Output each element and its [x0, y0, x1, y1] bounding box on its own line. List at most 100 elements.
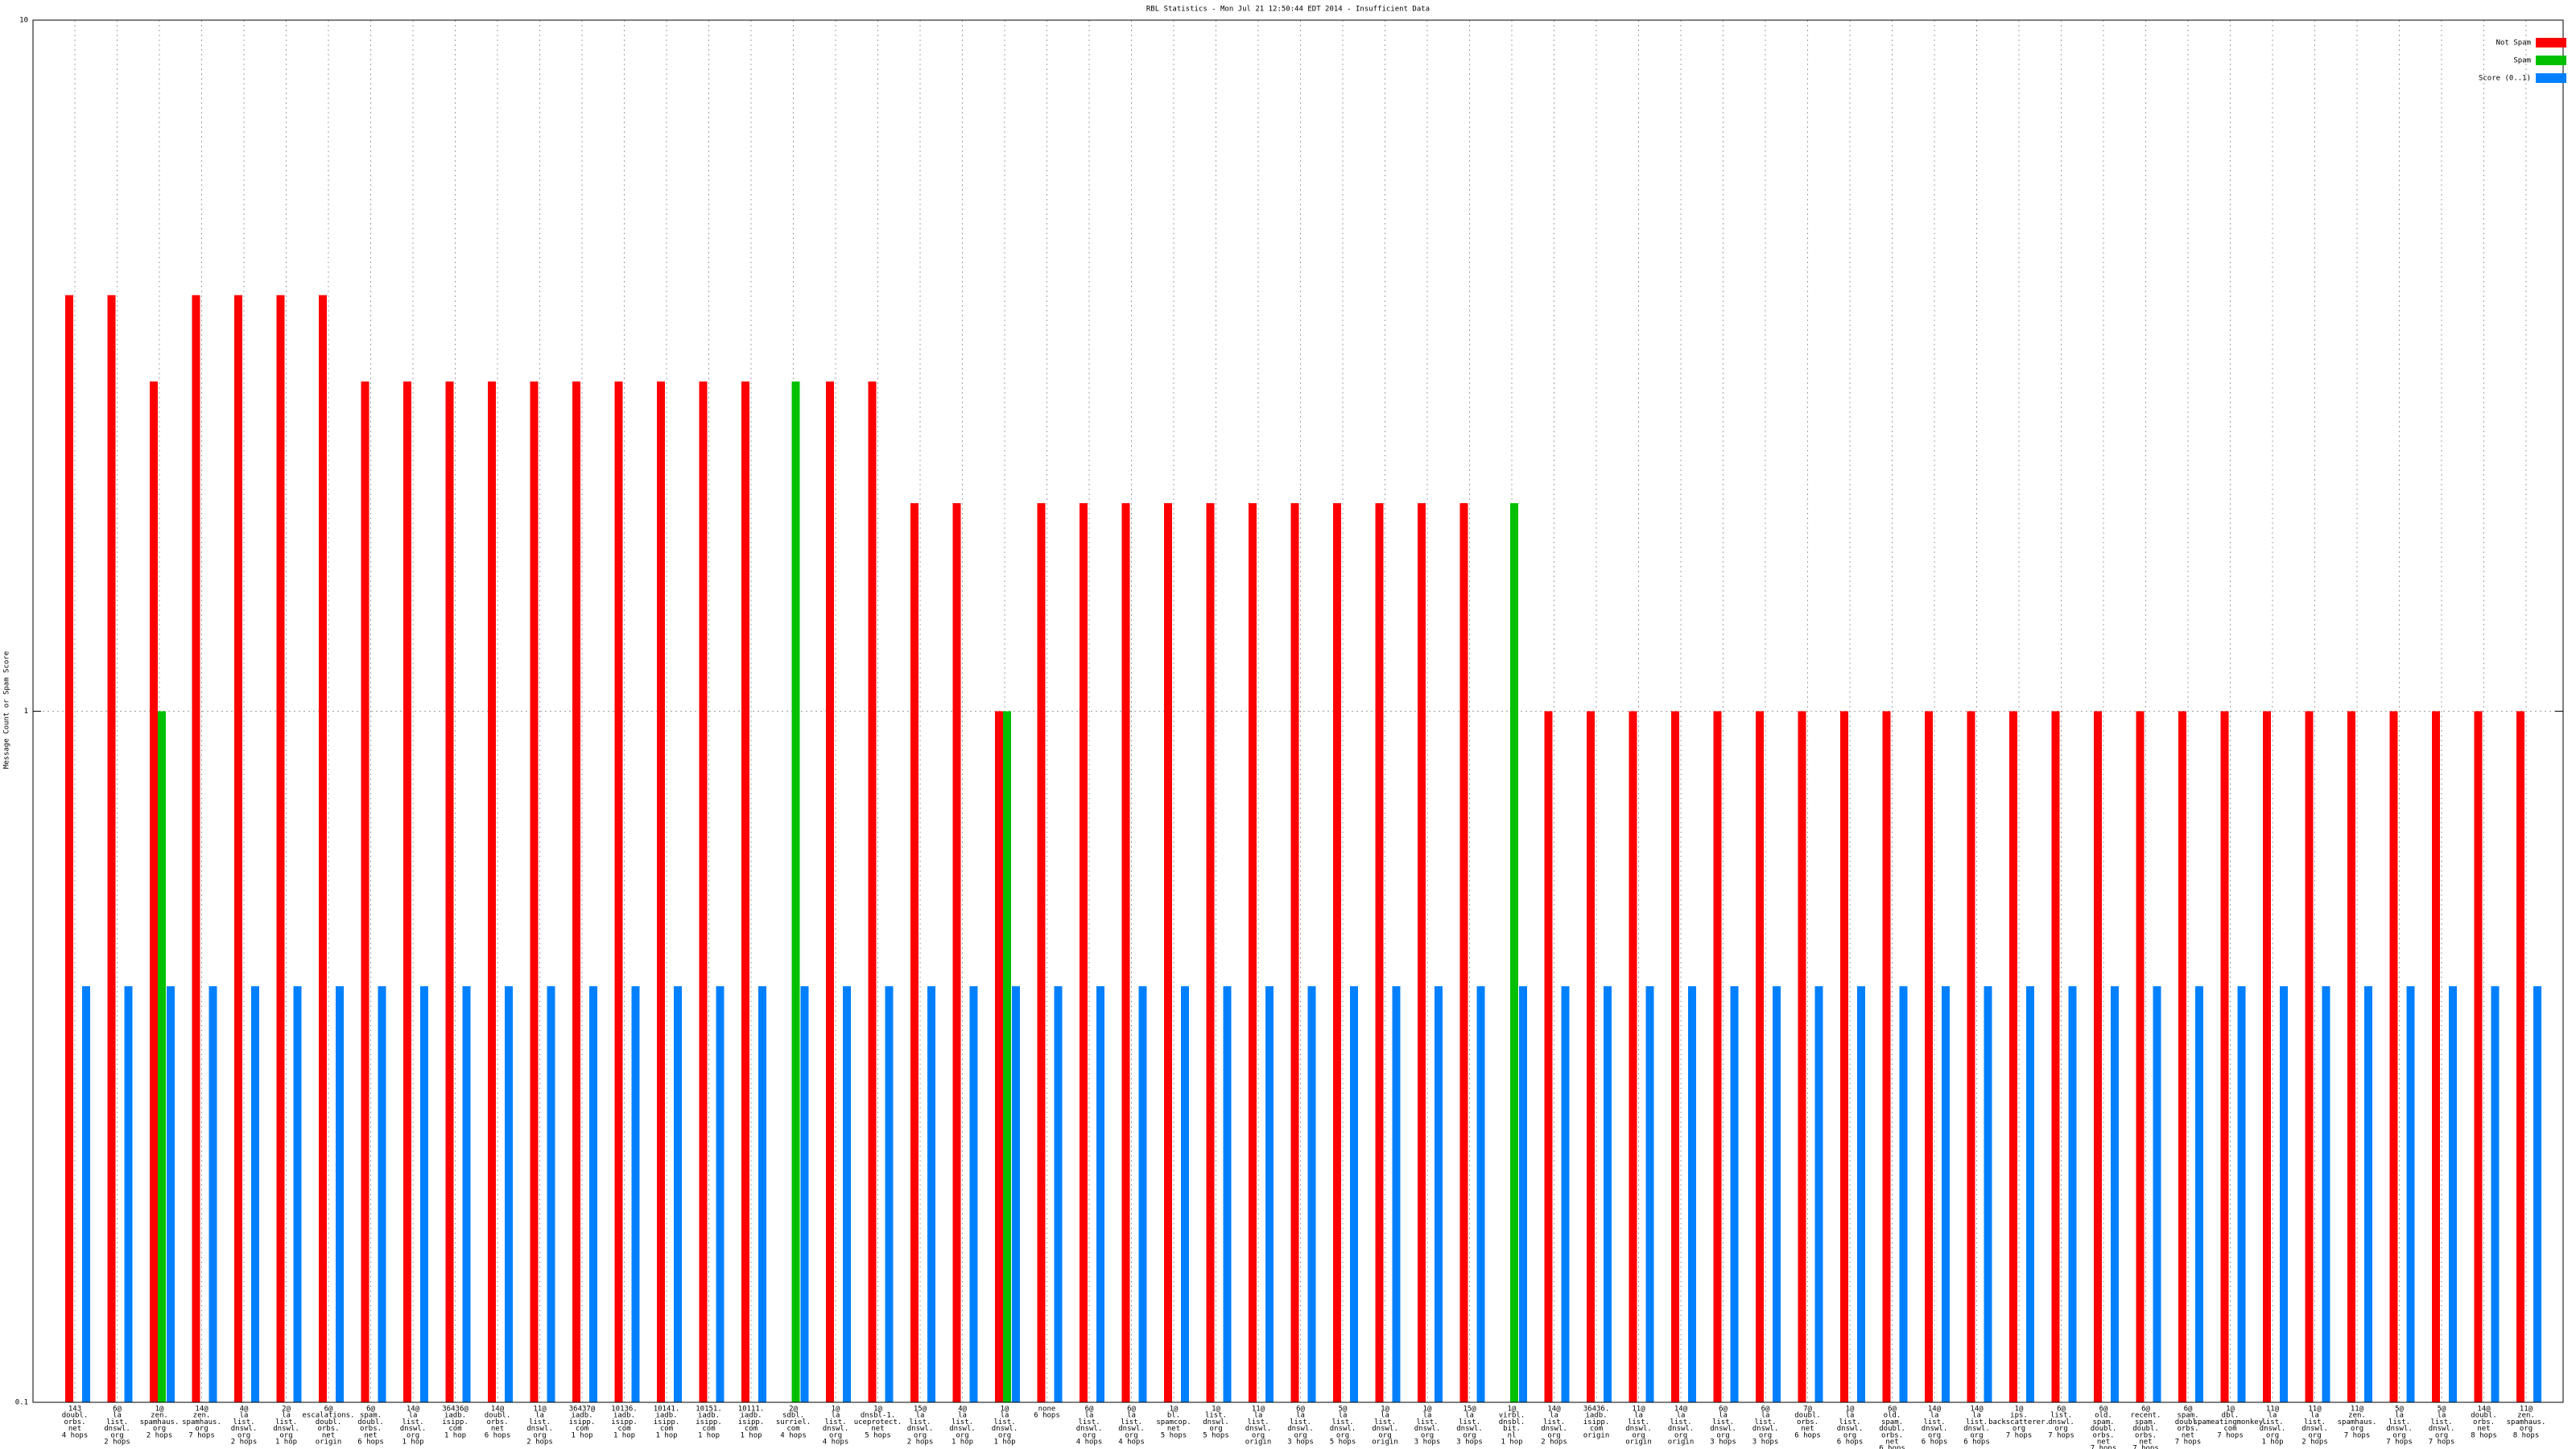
bar	[657, 381, 665, 1403]
x-tick-label: 6@	[1127, 1406, 1136, 1414]
x-tick-label: org	[2308, 1431, 2321, 1439]
x-tick-label: 6@	[2057, 1406, 2066, 1414]
x-tick-label: 1@	[1212, 1406, 1220, 1414]
x-tick-label: 36436.	[1583, 1406, 1610, 1414]
x-tick-label: 1@	[1846, 1406, 1855, 1414]
x-tick-label: orbs.	[2135, 1431, 2157, 1439]
x-tick-label: dnswl.	[907, 1425, 934, 1433]
x-tick-label: com	[2223, 1425, 2236, 1433]
x-tick-label: dnswl.	[1118, 1425, 1145, 1433]
x-tick-label: la	[2268, 1412, 2277, 1420]
x-tick-label: doubl.	[1794, 1412, 1821, 1420]
bar	[2111, 986, 2119, 1402]
bar	[1899, 986, 1908, 1402]
x-tick-label: la	[1381, 1412, 1389, 1420]
x-tick-label: 7 hops	[188, 1431, 215, 1439]
x-tick-label: dnswl.	[1287, 1425, 1314, 1433]
bar	[1629, 711, 1637, 1402]
x-tick-label: iadb.	[571, 1412, 592, 1420]
x-tick-label: 11@	[1252, 1406, 1265, 1414]
x-tick-label: 4 hops	[1118, 1439, 1145, 1447]
x-tick-label: dnswl.	[1837, 1425, 1864, 1433]
x-tick-label: org	[2013, 1425, 2025, 1433]
plot-frame	[32, 19, 2564, 1403]
bar	[293, 986, 302, 1402]
x-tick-label: dnswl.	[2429, 1425, 2455, 1433]
x-tick-label: dnswl.	[1456, 1425, 1483, 1433]
x-tick-label: org	[1294, 1431, 1307, 1439]
x-tick-label: doubl.	[1879, 1425, 1905, 1433]
bar	[158, 711, 166, 1402]
bar	[2389, 711, 2398, 1402]
x-tick-label: la	[1254, 1412, 1263, 1420]
x-tick-label: 14@	[2477, 1406, 2491, 1414]
x-tick-label: la	[1001, 1412, 1009, 1420]
x-tick-label: la	[1677, 1412, 1686, 1420]
x-tick-label: 7 hops	[2175, 1439, 2202, 1447]
x-tick-label: net	[2097, 1439, 2110, 1447]
bar	[699, 381, 708, 1403]
x-tick-label: 14@	[407, 1406, 420, 1414]
x-tick-label: 3 hops	[1287, 1439, 1314, 1447]
x-tick-label: net	[491, 1425, 504, 1433]
x-tick-label: 4 hops	[823, 1439, 849, 1447]
bar	[208, 986, 217, 1402]
x-tick-label: 10141.	[654, 1406, 680, 1414]
bar	[1181, 986, 1189, 1402]
bar	[1942, 986, 1950, 1402]
x-tick-label: zen.	[151, 1412, 168, 1420]
x-tick-label: 6 hops	[485, 1431, 511, 1439]
x-tick-label: 36436@	[442, 1406, 469, 1414]
x-tick-label: dnswl.	[1330, 1425, 1356, 1433]
bar	[2322, 986, 2330, 1402]
x-tick-label: la	[2438, 1412, 2446, 1420]
x-tick-label: 7 hops	[2386, 1439, 2413, 1447]
x-tick-label: 6@	[2099, 1406, 2108, 1414]
x-tick-label: orbs.	[486, 1418, 508, 1426]
bar	[1350, 986, 1358, 1402]
x-tick-label: 1 hop	[1501, 1439, 1522, 1447]
x-tick-label: 6@	[2141, 1406, 2150, 1414]
bar	[1713, 711, 1722, 1402]
x-tick-label: doubl.	[485, 1412, 511, 1420]
x-tick-label: doubl.	[357, 1418, 384, 1426]
bar	[2280, 986, 2288, 1402]
bar	[1307, 986, 1316, 1402]
x-tick-label: dnswl.	[1963, 1425, 1990, 1433]
x-tick-label: org	[2435, 1431, 2448, 1439]
x-tick-label: orbs.	[1797, 1418, 1818, 1426]
x-tick-label: 1 hop	[952, 1439, 973, 1447]
bar	[65, 295, 73, 1403]
x-tick-label: dnswl.	[1414, 1425, 1441, 1433]
bar	[2178, 711, 2186, 1402]
x-tick-label: 2 hops	[526, 1439, 553, 1447]
bar	[791, 381, 800, 1403]
x-tick-label: isipp.	[611, 1418, 638, 1426]
x-tick-label: la	[409, 1412, 418, 1420]
x-tick-label: 6@	[2184, 1406, 2193, 1414]
x-tick-label: 36437@	[569, 1406, 596, 1414]
bar	[1375, 503, 1384, 1403]
bar	[1671, 711, 1679, 1402]
x-tick-label: 5@	[2438, 1406, 2446, 1414]
bar	[251, 986, 259, 1402]
bar	[2516, 711, 2524, 1402]
x-tick-label: la	[916, 1412, 925, 1420]
x-tick-label: spam.	[1881, 1418, 1903, 1426]
bar	[1561, 986, 1570, 1402]
x-tick-label: 4 hops	[62, 1431, 89, 1439]
x-tick-label: org	[1421, 1431, 1434, 1439]
x-tick-label: list.	[1754, 1418, 1776, 1426]
x-tick-label: 2 hops	[104, 1439, 130, 1447]
bar	[462, 986, 471, 1402]
x-tick-label: 4@	[958, 1406, 967, 1414]
x-tick-label: isipp.	[1583, 1418, 1610, 1426]
x-tick-label: 11@	[2308, 1406, 2322, 1414]
x-tick-label: la	[1127, 1412, 1136, 1420]
bar	[1096, 986, 1104, 1402]
x-tick-label: la	[1719, 1412, 1728, 1420]
x-tick-label: isipp.	[569, 1418, 596, 1426]
x-tick-label: 3 hops	[1752, 1439, 1779, 1447]
bar	[1054, 986, 1063, 1402]
